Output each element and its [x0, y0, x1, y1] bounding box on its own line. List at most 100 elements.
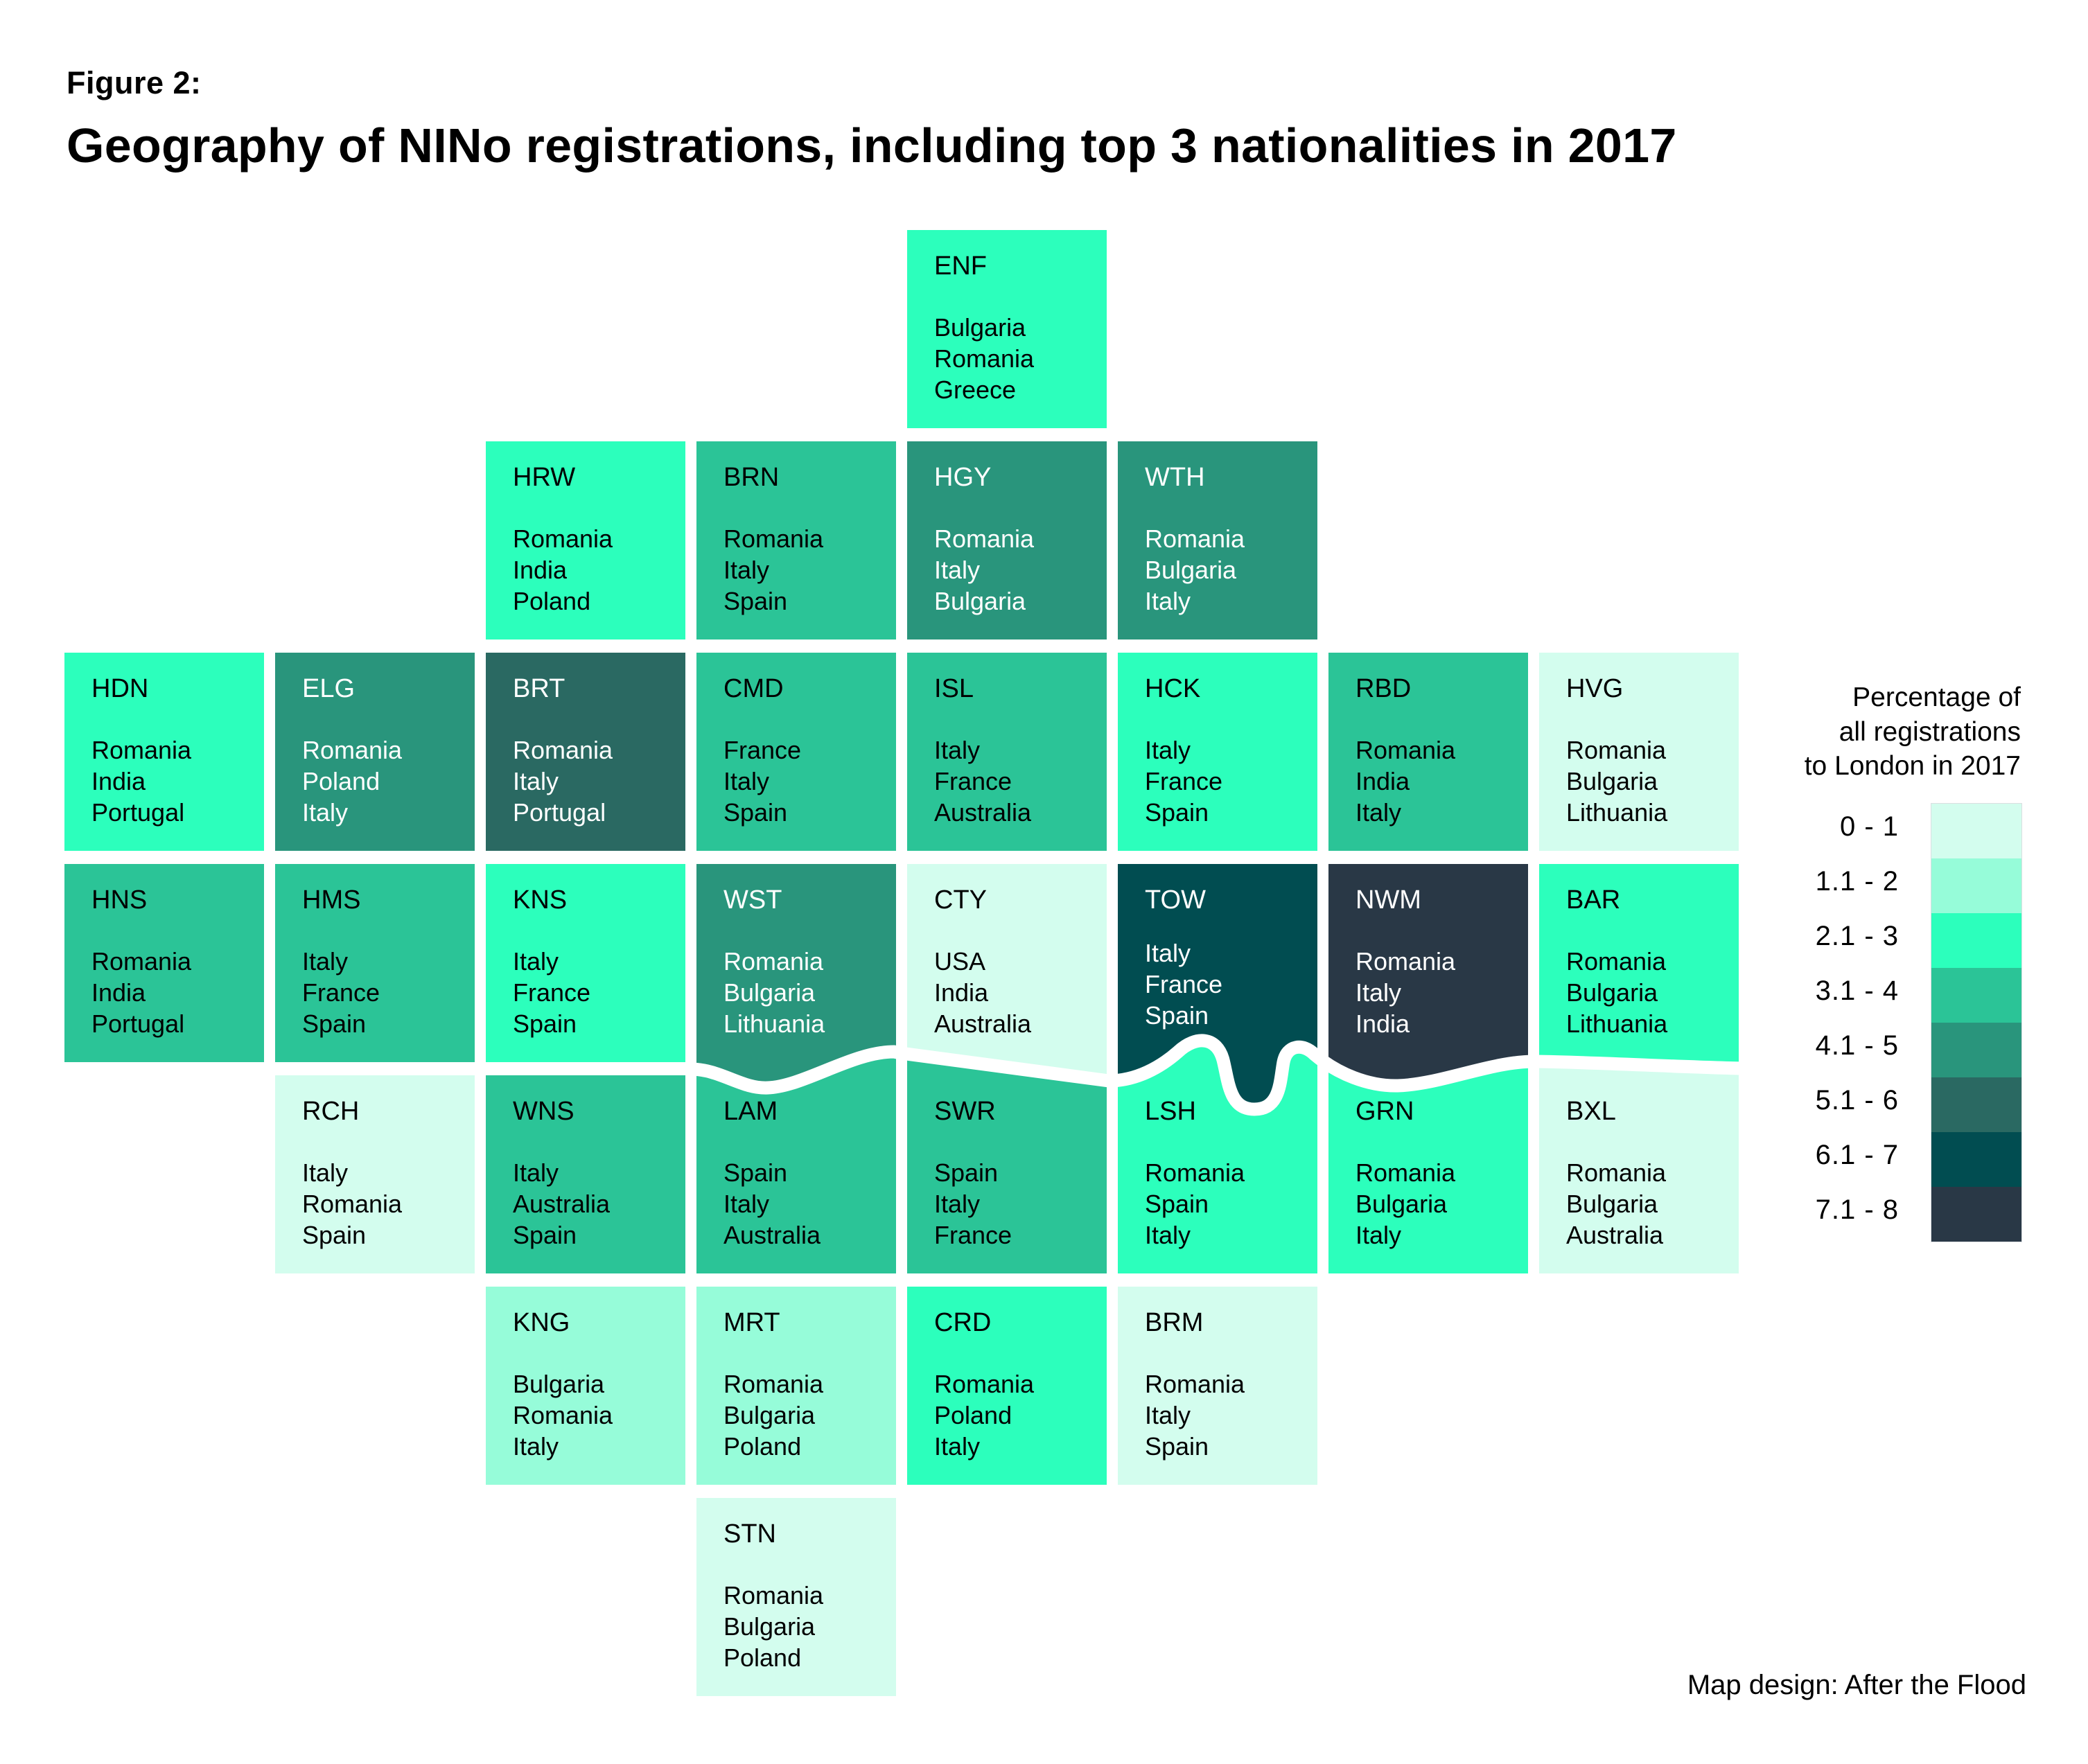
borough-code: HNS	[91, 885, 148, 915]
tile-hvg	[1539, 653, 1739, 851]
top-nationalities: Italy France Spain	[1145, 937, 1222, 1031]
legend-label: 4.1 - 5	[1815, 1030, 1899, 1061]
nationality-3: Italy	[1145, 1221, 1191, 1249]
nationality-1: Romania	[934, 1370, 1035, 1398]
nationality-2: Bulgaria	[1566, 1190, 1658, 1218]
top-nationalities: Romania India Portugal	[91, 946, 191, 1039]
nationality-1: Romania	[1356, 947, 1456, 976]
tile-rbd	[1328, 653, 1528, 851]
nationality-1: Romania	[91, 947, 192, 976]
top-nationalities: Italy France Spain	[513, 946, 590, 1039]
nationality-1: Italy	[302, 947, 349, 976]
nationality-3: Portugal	[91, 798, 185, 827]
tile-hns	[64, 864, 264, 1062]
borough-code: NWM	[1356, 885, 1421, 915]
nationality-2: Bulgaria	[723, 978, 816, 1007]
tile-kng	[486, 1287, 685, 1485]
legend-swatch	[1931, 913, 2021, 968]
borough-code: CTY	[934, 885, 987, 915]
nationality-1: Italy	[513, 947, 559, 976]
legend-title-line: to London in 2017	[1804, 751, 2021, 781]
nationality-2: France	[302, 978, 380, 1007]
nationality-1: Bulgaria	[513, 1370, 605, 1398]
borough-code: HGY	[934, 463, 992, 492]
legend-title: Percentage of all registrations to Londo…	[1730, 680, 2021, 784]
legend-swatch	[1931, 1187, 2021, 1242]
tile-label-mrt: MRT Romania Bulgaria Poland	[696, 1287, 896, 1485]
nationality-2: India	[91, 978, 146, 1007]
tile-elg	[275, 653, 475, 851]
legend-label: 6.1 - 7	[1815, 1140, 1899, 1170]
tile-wth	[1118, 441, 1317, 640]
nationality-2: Romania	[302, 1190, 403, 1218]
top-nationalities: Romania Bulgaria Poland	[723, 1580, 823, 1673]
tile-label-grn: GRN Romania Bulgaria Italy	[1328, 1075, 1528, 1273]
top-nationalities: Romania Bulgaria Lithuania	[1566, 734, 1667, 828]
borough-code: HRW	[513, 463, 576, 492]
nationality-1: Italy	[1145, 736, 1191, 764]
tile-label-brm: BRM Romania Italy Spain	[1118, 1287, 1317, 1485]
nationality-2: Italy	[513, 767, 559, 795]
nationality-2: France	[1145, 767, 1223, 795]
top-nationalities: Romania Bulgaria Italy	[1356, 1157, 1455, 1251]
nationality-1: Romania	[302, 736, 403, 764]
tile-label-hvg: HVG Romania Bulgaria Lithuania	[1539, 653, 1739, 851]
borough-code: CRD	[934, 1308, 992, 1337]
borough-code: KNS	[513, 885, 568, 915]
borough-code: ELG	[302, 674, 356, 703]
top-nationalities: Romania Spain Italy	[1145, 1157, 1245, 1251]
tile-label-hgy: HGY Romania Italy Bulgaria	[907, 441, 1107, 640]
legend-swatch	[1931, 968, 2021, 1023]
borough-code: LAM	[723, 1097, 778, 1126]
borough-code: WNS	[513, 1097, 574, 1126]
figure-title: Geography of NINo registrations, includi…	[67, 118, 1677, 173]
nationality-2: Bulgaria	[1566, 978, 1658, 1007]
legend-swatch	[1931, 1132, 2021, 1187]
nationality-1: Romania	[723, 524, 824, 553]
tile-hms	[275, 864, 475, 1062]
nationality-2: France	[1145, 970, 1223, 998]
nationality-3: Italy	[934, 1432, 981, 1461]
top-nationalities: Romania Bulgaria Australia	[1566, 1157, 1666, 1251]
borough-code: GRN	[1356, 1097, 1414, 1126]
nationality-2: Italy	[723, 556, 770, 584]
nationality-1: Romania	[1145, 1370, 1245, 1398]
borough-code: BRM	[1145, 1308, 1204, 1337]
tile-cmd	[696, 653, 896, 851]
nationality-3: Spain	[1145, 1001, 1209, 1030]
nationality-3: Italy	[1356, 1221, 1402, 1249]
nationality-2: Bulgaria	[1145, 556, 1237, 584]
legend-title-line: Percentage of	[1852, 682, 2021, 712]
tile-label-crd: CRD Romania Poland Italy	[907, 1287, 1107, 1485]
tile-isl	[907, 653, 1107, 851]
nationality-1: Romania	[1566, 1158, 1667, 1187]
legend-swatch	[1931, 1023, 2021, 1077]
nationality-2: Italy	[723, 1190, 770, 1218]
legend-title-line: all registrations	[1839, 716, 2021, 747]
tile-hck	[1118, 653, 1317, 851]
nationality-3: Poland	[723, 1643, 802, 1672]
top-nationalities: Italy Australia Spain	[513, 1157, 610, 1251]
borough-code: BAR	[1566, 885, 1621, 915]
top-nationalities: France Italy Spain	[723, 734, 801, 828]
borough-code: ENF	[934, 252, 987, 281]
nationality-3: Spain	[723, 587, 788, 615]
tile-crd	[907, 1287, 1107, 1485]
legend-swatch	[1931, 1077, 2021, 1132]
top-nationalities: Romania Bulgaria Lithuania	[723, 946, 825, 1039]
tile-label-swr: SWR Spain Italy France	[907, 1075, 1107, 1273]
nationality-1: Spain	[723, 1158, 788, 1187]
nationality-3: Portugal	[513, 798, 606, 827]
tile-label-elg: ELG Romania Poland Italy	[275, 653, 475, 851]
tile-wns	[486, 1075, 685, 1273]
nationality-1: Romania	[1566, 736, 1667, 764]
nationality-3: Spain	[302, 1009, 367, 1038]
nationality-3: Spain	[723, 798, 788, 827]
borough-code: RCH	[302, 1097, 360, 1126]
borough-code: HVG	[1566, 674, 1624, 703]
borough-code: WST	[723, 885, 782, 915]
nationality-2: France	[513, 978, 591, 1007]
nationality-3: Italy	[513, 1432, 559, 1461]
nationality-1: USA	[934, 947, 986, 976]
